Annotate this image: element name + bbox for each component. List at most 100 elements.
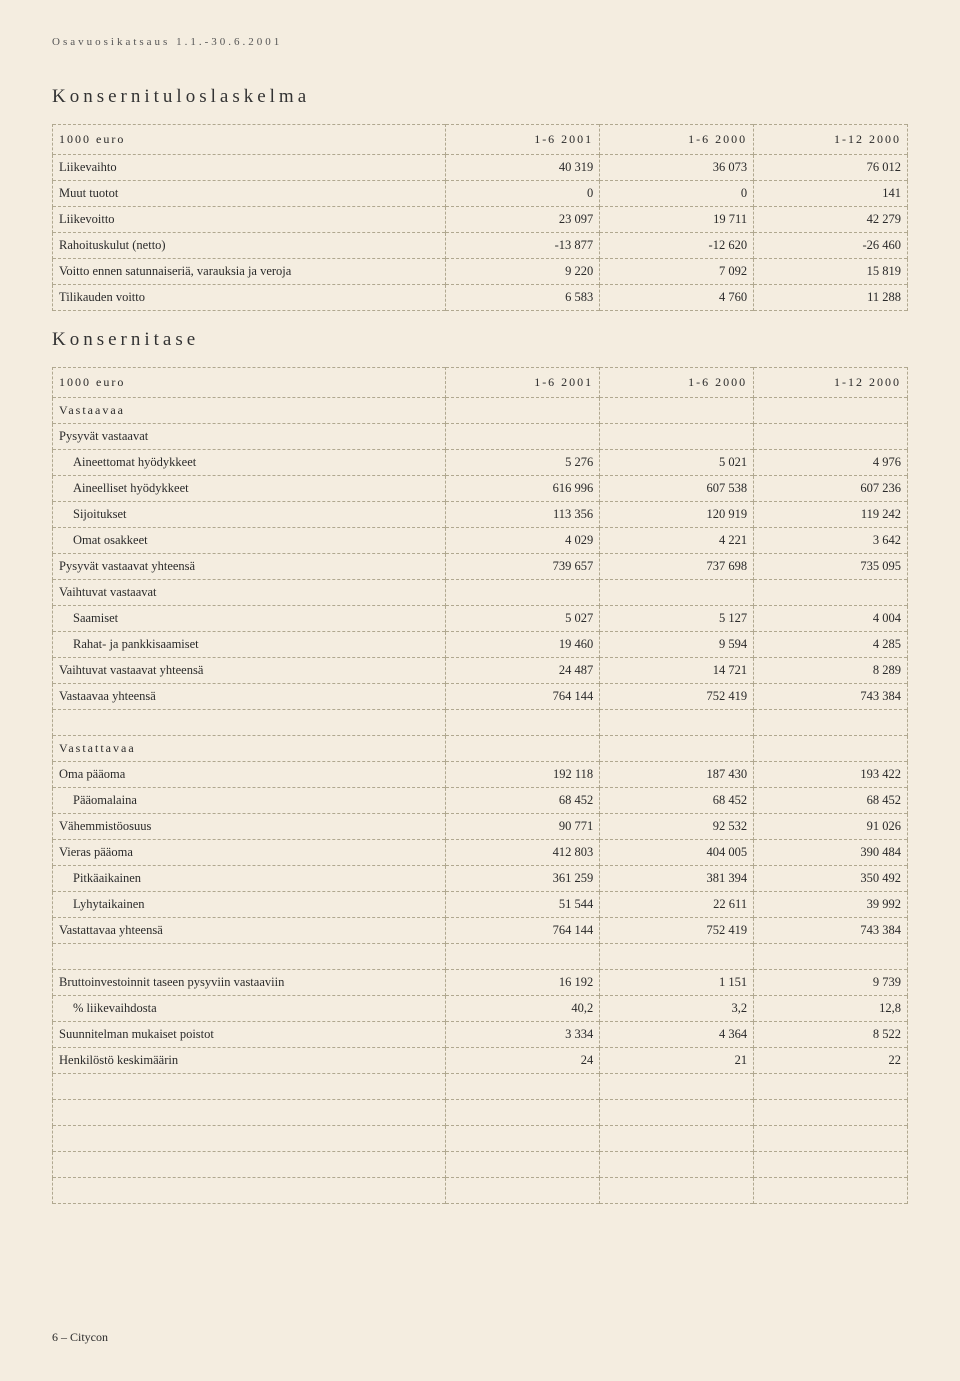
cell: 0 — [446, 181, 600, 207]
income-table: 1000 euro 1-6 2001 1-6 2000 1-12 2000 Li… — [52, 124, 908, 311]
cell: 68 452 — [446, 788, 600, 814]
minority-label: Vähemmistöosuus — [53, 814, 446, 840]
cell: 9 594 — [600, 632, 754, 658]
cell: 4 221 — [600, 528, 754, 554]
cell: 22 — [754, 1048, 908, 1074]
table-row: Tilikauden voitto6 5834 76011 288 — [53, 285, 908, 311]
row-label: Liikevaihto — [53, 155, 446, 181]
empty-row — [53, 1152, 908, 1178]
table-row: Saamiset5 0275 1274 004 — [53, 606, 908, 632]
cell: 21 — [600, 1048, 754, 1074]
cell: 5 027 — [446, 606, 600, 632]
col-1: 1-6 2001 — [446, 125, 600, 155]
cell: 404 005 — [600, 840, 754, 866]
cell: 743 384 — [754, 684, 908, 710]
row-label: Rahoituskulut (netto) — [53, 233, 446, 259]
cell: 607 236 — [754, 476, 908, 502]
empty-row — [53, 1126, 908, 1152]
cell: 361 259 — [446, 866, 600, 892]
row-label: Muut tuotot — [53, 181, 446, 207]
table-row: Sijoitukset113 356120 919119 242 — [53, 502, 908, 528]
page-footer: 6 – Citycon — [52, 1330, 108, 1345]
cell: 90 771 — [446, 814, 600, 840]
row-label: % liikevaihdosta — [53, 996, 446, 1022]
cell: 764 144 — [446, 918, 600, 944]
row-label: Omat osakkeet — [53, 528, 446, 554]
cell: 22 611 — [600, 892, 754, 918]
empty-row — [53, 1074, 908, 1100]
cell: 8 289 — [754, 658, 908, 684]
liab-header-label: Vastattavaa — [53, 736, 446, 762]
empty-row — [53, 944, 908, 970]
table-row: % liikevaihdosta40,23,212,8 — [53, 996, 908, 1022]
cell: 381 394 — [600, 866, 754, 892]
fixed-header: Pysyvät vastaavat — [53, 424, 908, 450]
assets-header-label: Vastaavaa — [53, 398, 446, 424]
row-label: Bruttoinvestoinnit taseen pysyviin vasta… — [53, 970, 446, 996]
cell: 19 460 — [446, 632, 600, 658]
cell: 24 487 — [446, 658, 600, 684]
row-label: Voitto ennen satunnaiseriä, varauksia ja… — [53, 259, 446, 285]
fixed-total-row: Pysyvät vastaavat yhteensä 739 657 737 6… — [53, 554, 908, 580]
cell: 24 — [446, 1048, 600, 1074]
cell: 4 029 — [446, 528, 600, 554]
cell: 9 739 — [754, 970, 908, 996]
cell: 4 004 — [754, 606, 908, 632]
col-3: 1-12 2000 — [754, 125, 908, 155]
cell: 7 092 — [600, 259, 754, 285]
cell: 42 279 — [754, 207, 908, 233]
cell: 68 452 — [754, 788, 908, 814]
cell: 141 — [754, 181, 908, 207]
cell: 14 721 — [600, 658, 754, 684]
empty-row — [53, 1178, 908, 1204]
cell: 92 532 — [600, 814, 754, 840]
cell: 12,8 — [754, 996, 908, 1022]
cell: 1 151 — [600, 970, 754, 996]
cell: 8 522 — [754, 1022, 908, 1048]
cell: 764 144 — [446, 684, 600, 710]
cell: 51 544 — [446, 892, 600, 918]
assets-header: Vastaavaa — [53, 398, 908, 424]
empty-row — [53, 1100, 908, 1126]
liab-total-row: Vastattavaa yhteensä 764 144 752 419 743… — [53, 918, 908, 944]
table-row: Aineelliset hyödykkeet616 996607 538607 … — [53, 476, 908, 502]
cell: 187 430 — [600, 762, 754, 788]
row-label: Saamiset — [53, 606, 446, 632]
cell: 752 419 — [600, 918, 754, 944]
table-row: Pitkäaikainen361 259381 394350 492 — [53, 866, 908, 892]
equity-label: Oma pääoma — [53, 762, 446, 788]
cell: 752 419 — [600, 684, 754, 710]
current-total-label: Vaihtuvat vastaavat yhteensä — [53, 658, 446, 684]
col-1: 1-6 2001 — [446, 368, 600, 398]
assets-total-label: Vastaavaa yhteensä — [53, 684, 446, 710]
cell: 19 711 — [600, 207, 754, 233]
cell: 120 919 — [600, 502, 754, 528]
col-label: 1000 euro — [53, 125, 446, 155]
cell: 9 220 — [446, 259, 600, 285]
cell: 412 803 — [446, 840, 600, 866]
equity-row: Oma pääoma 192 118 187 430 193 422 — [53, 762, 908, 788]
row-label: Liikevoitto — [53, 207, 446, 233]
assets-total-row: Vastaavaa yhteensä 764 144 752 419 743 3… — [53, 684, 908, 710]
table-row: Rahat- ja pankkisaamiset19 4609 5944 285 — [53, 632, 908, 658]
cell: 616 996 — [446, 476, 600, 502]
debt-row: Vieras pääoma 412 803 404 005 390 484 — [53, 840, 908, 866]
cell: 119 242 — [754, 502, 908, 528]
table-row: Henkilöstö keskimäärin242122 — [53, 1048, 908, 1074]
row-label: Aineelliset hyödykkeet — [53, 476, 446, 502]
row-label: Aineettomat hyödykkeet — [53, 450, 446, 476]
cell: 0 — [600, 181, 754, 207]
cell: -12 620 — [600, 233, 754, 259]
col-2: 1-6 2000 — [600, 368, 754, 398]
row-label: Sijoitukset — [53, 502, 446, 528]
row-label: Pääomalaina — [53, 788, 446, 814]
cell: 68 452 — [600, 788, 754, 814]
cell: 4 760 — [600, 285, 754, 311]
cell: 11 288 — [754, 285, 908, 311]
cell: 36 073 — [600, 155, 754, 181]
table-row: Liikevoitto23 09719 71142 279 — [53, 207, 908, 233]
cell: 743 384 — [754, 918, 908, 944]
balance-title: Konsernitase — [52, 329, 908, 351]
cell: 3 642 — [754, 528, 908, 554]
cell: 39 992 — [754, 892, 908, 918]
